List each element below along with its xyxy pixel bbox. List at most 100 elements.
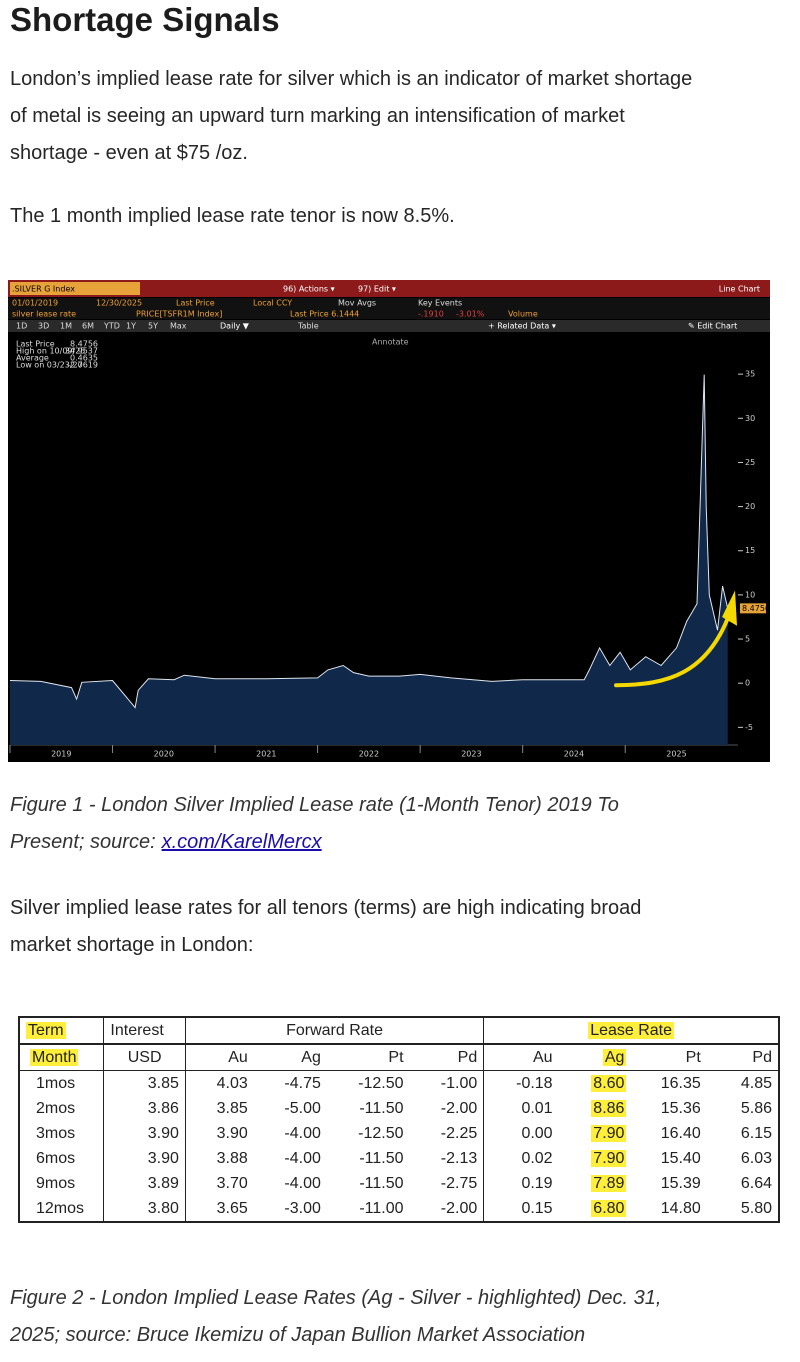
ticker: .SILVER G Index [12, 285, 75, 294]
table-cell: 0.00 [521, 1124, 553, 1142]
cell-text: 7.90 [591, 1124, 627, 1142]
table-row: 12mos 3.80 3.65 -3.00 -11.00 -2.00 0.15 6.80 14.… [18, 1196, 781, 1223]
table-cell: 3.86 [103, 1096, 186, 1121]
cell-text: Term [26, 1021, 66, 1039]
table-row: Term Interest Forward Rate Lease Rate [18, 1016, 781, 1045]
toolbar-text: -.1910 [418, 310, 444, 319]
table-cell: 12mos [18, 1196, 105, 1223]
table-cell: 3.70 [216, 1174, 248, 1192]
y-tick-label: 10 [745, 590, 755, 599]
table-cell: -4.75 [284, 1074, 321, 1092]
arrow-head [722, 590, 737, 626]
x-tick-label: 2021 [256, 750, 276, 759]
caption-line: Present; source: x.com/KarelMercx [10, 824, 322, 861]
table-cell: -11.50 [359, 1149, 404, 1167]
period-button: 6M [82, 322, 94, 331]
legend-label: Low on 03/23/20 [16, 361, 83, 370]
toolbar-text: Volume [508, 310, 538, 319]
table-cell: 15.39 [660, 1174, 701, 1192]
toolbar-text: Last Price [176, 299, 215, 308]
legend-value: 0.4635 [70, 354, 98, 363]
table-row: 2mos 3.86 3.85 -5.00 -11.50 -2.00 0.01 8.86 15.3… [18, 1096, 781, 1121]
legend-value: -2.7619 [67, 361, 98, 370]
table-cell: -2.25 [409, 1121, 485, 1146]
cell-text: 8.60 [591, 1074, 627, 1092]
table-cell: -11.50 [359, 1174, 404, 1192]
table-cell: -12.50 [358, 1074, 404, 1092]
period-button: 1M [60, 322, 72, 331]
price-tag-bg [740, 603, 766, 614]
caption-line: Figure 1 - London Silver Implied Lease r… [10, 794, 619, 816]
cell-text: 6.80 [591, 1199, 627, 1217]
table-cell: -1.00 [409, 1070, 485, 1096]
toolbar-text: Last Price 6.1444 [290, 310, 359, 319]
table-cell: 3.90 [103, 1121, 186, 1146]
table-row: 1mos 3.85 4.03 -4.75 -12.50 -1.00 -0.18 8.60 16.… [18, 1070, 781, 1096]
paragraph-line: shortage - even at $75 /oz. [10, 142, 248, 164]
table-cell: 3mos [18, 1121, 105, 1146]
x-tick-label: 2020 [154, 750, 174, 759]
toolbar-text: + Related Data ▾ [488, 322, 556, 331]
table-cell: 6.03 [706, 1146, 781, 1171]
toolbar-text: Table [297, 322, 319, 331]
table-cell: -2.75 [409, 1171, 485, 1196]
toolbar-text: 97) Edit ▾ [358, 285, 396, 294]
table-row: Month USD Au Ag Pt Pd Au Ag Pt Pd [18, 1043, 781, 1071]
table-cell: 16.35 [660, 1074, 701, 1092]
table-cell: 14.80 [632, 1196, 707, 1223]
table-cell: 3.90 [216, 1124, 248, 1142]
y-tick-label: -5 [745, 723, 753, 732]
paragraph-line: The 1 month implied lease rate tenor is … [10, 205, 455, 227]
source-link[interactable]: x.com/KarelMercx [161, 831, 322, 853]
cell-text: 8.86 [591, 1099, 627, 1117]
table-cell: 3.65 [185, 1196, 254, 1223]
x-tick-label: 2019 [51, 750, 71, 759]
table-cell: 0.15 [483, 1196, 559, 1223]
toolbar-text: ✎ Edit Chart [688, 322, 737, 331]
table-cell: 5.86 [706, 1096, 781, 1121]
y-tick-label: 0 [745, 679, 750, 688]
toolbar-text: 96) Actions ▾ [283, 285, 335, 294]
paragraph-line: Silver implied lease rates for all tenor… [10, 897, 642, 919]
y-tick-label: 25 [745, 458, 755, 467]
button-bar [8, 320, 770, 332]
highlight-arrow [614, 610, 732, 688]
table-cell: 3.80 [103, 1196, 186, 1223]
toolbar-text: silver lease rate [12, 310, 76, 319]
header-cell: Ag [558, 1043, 633, 1071]
table-cell: -0.18 [516, 1074, 553, 1092]
table-row: 9mos 3.89 3.70 -4.00 -11.50 -2.75 0.19 7.89 15.3… [18, 1171, 781, 1196]
cell-text: Month [30, 1048, 79, 1066]
header-cell: Term [18, 1016, 105, 1045]
cell-text: 7.89 [591, 1174, 627, 1192]
table-cell: 4.85 [706, 1070, 781, 1096]
table-cell: -2.00 [409, 1196, 485, 1223]
toolbar-text: Mov Avgs [338, 299, 376, 308]
toolbar-text: Annotate [372, 338, 409, 347]
table-cell: 7.89 [559, 1171, 633, 1196]
table-cell: -12.50 [358, 1124, 404, 1142]
header-cell: Pt [632, 1043, 707, 1071]
toolbar-text: PRICE[TSFR1M Index] [136, 310, 222, 319]
table-cell: 0.02 [521, 1149, 553, 1167]
x-tick-label: 2023 [461, 750, 481, 759]
y-tick-label: 20 [745, 502, 755, 511]
table-cell: -4.00 [284, 1174, 321, 1192]
table-cell: 6.64 [706, 1171, 781, 1196]
table-cell: -11.50 [359, 1099, 404, 1117]
table-cell: -2.13 [409, 1146, 485, 1171]
period-button: Max [170, 322, 187, 331]
table-cell: 2mos [18, 1096, 105, 1121]
table-cell: -4.00 [284, 1124, 321, 1142]
table-cell: 3.89 [103, 1171, 186, 1196]
price-tag: 8.4756 [742, 604, 770, 613]
legend-label: Last Price [16, 340, 55, 349]
table-cell: -5.00 [284, 1099, 321, 1117]
table-cell: -3.00 [253, 1196, 327, 1223]
toolbar-text: 01/01/2019 [12, 299, 58, 308]
table-cell: 15.40 [660, 1149, 701, 1167]
area [10, 374, 728, 745]
legend-value: 8.4756 [70, 340, 98, 349]
toolbar-text: -3.01% [456, 310, 485, 319]
table-cell: 5.80 [706, 1196, 781, 1223]
